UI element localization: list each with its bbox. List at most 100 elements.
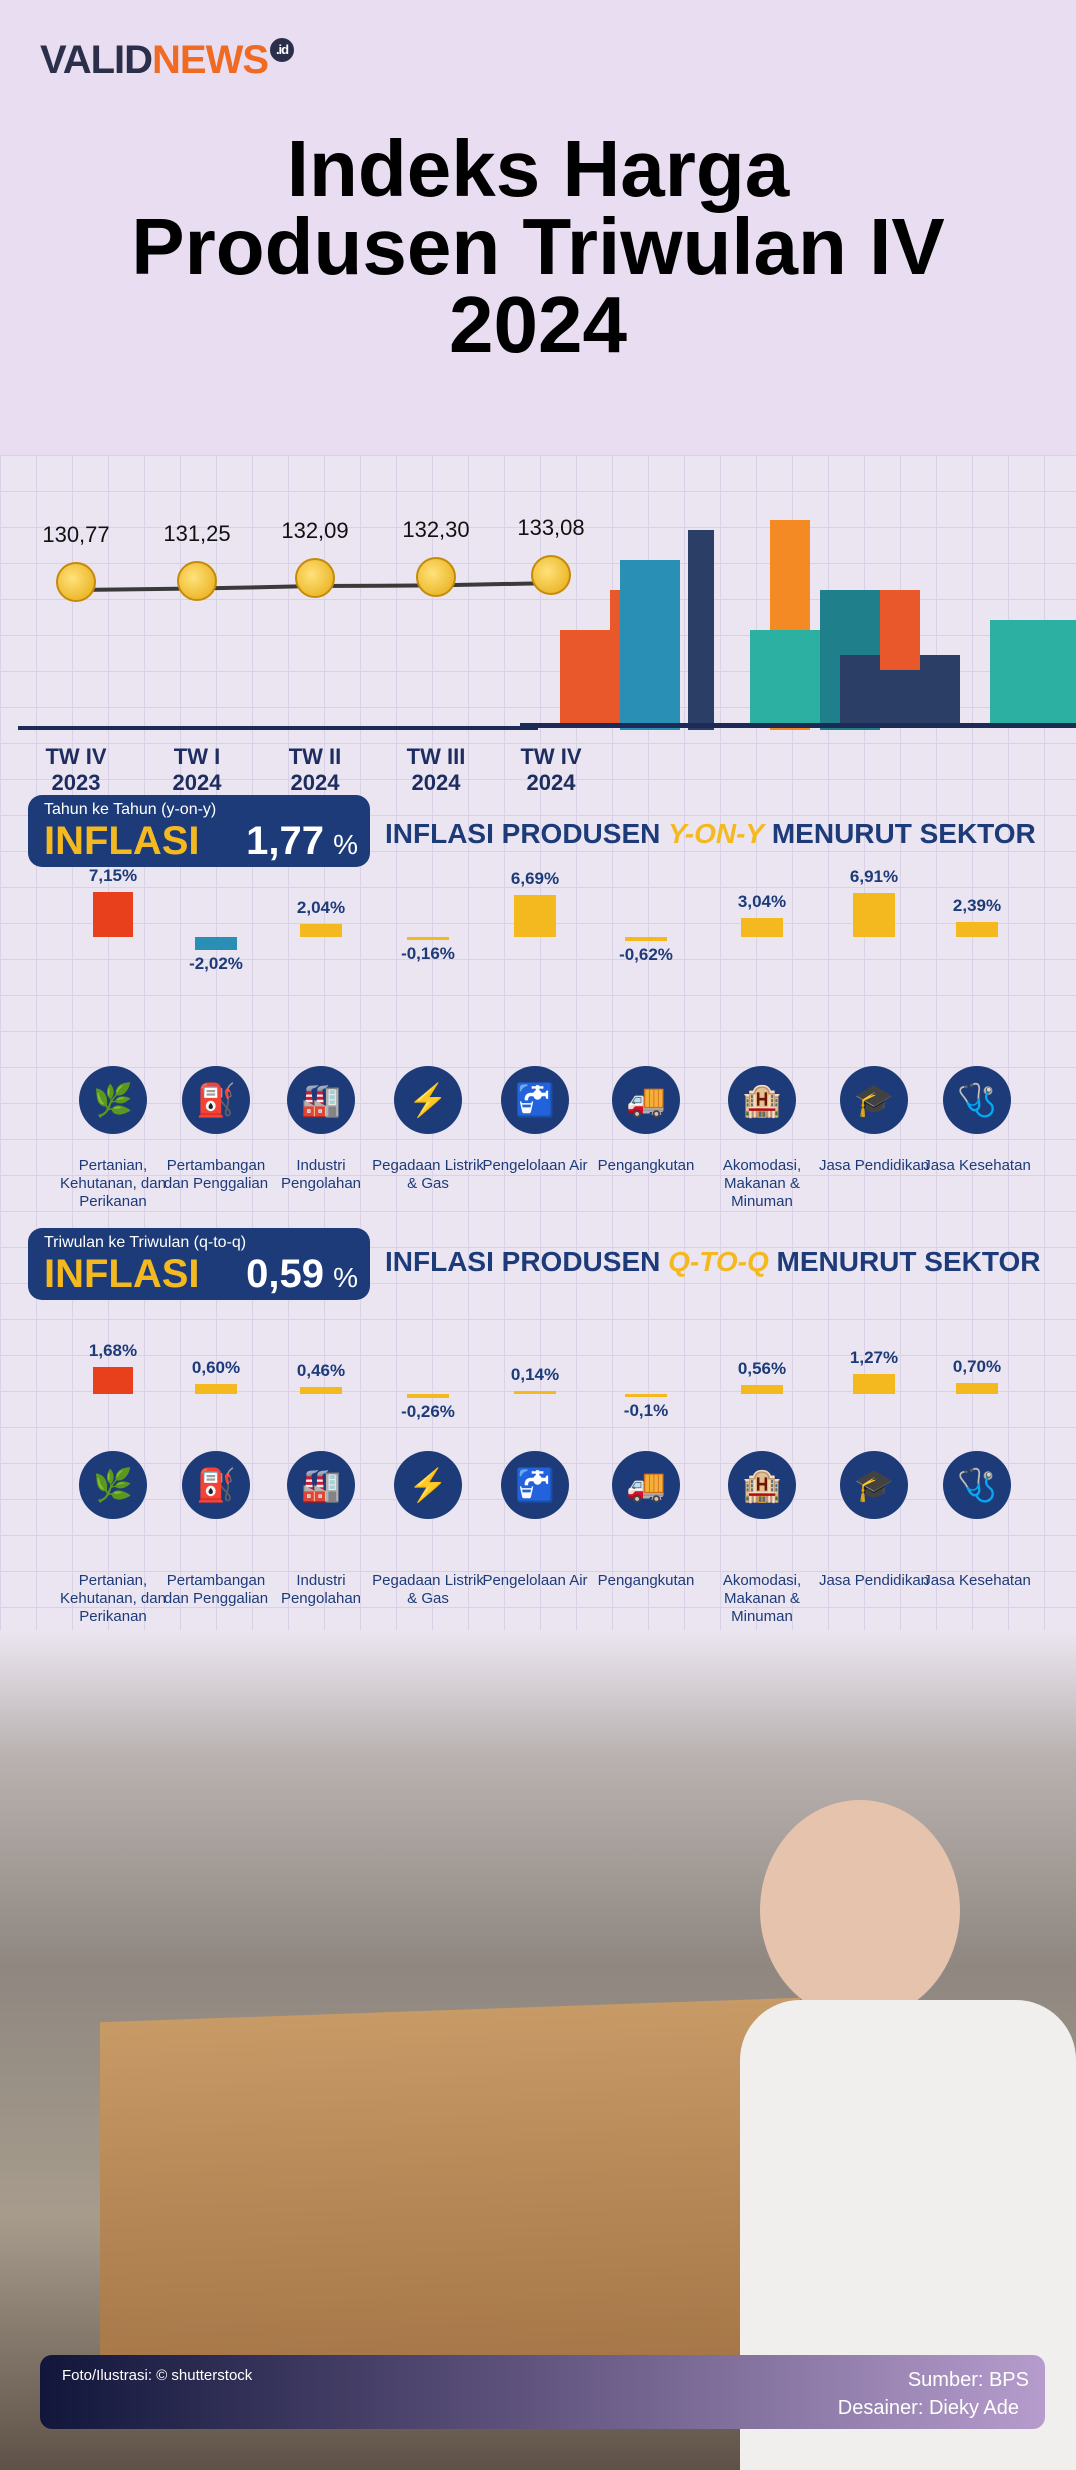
sector-bar [514, 1391, 556, 1394]
bar-label: 6,91% [849, 867, 899, 887]
period-quarter: TW III [406, 744, 466, 769]
sector-icon: ⚡ [394, 1066, 462, 1134]
heading-part: INFLASI PRODUSEN [385, 1246, 669, 1277]
sector-icon: 🩺 [943, 1066, 1011, 1134]
bar-label: 6,69% [510, 868, 560, 888]
period-quarter: TW IV [520, 744, 582, 769]
sector-bar [956, 1382, 998, 1394]
timeline-period: TW IV 2023 [16, 744, 136, 796]
coin-icon [416, 557, 456, 598]
sector-bar [741, 1385, 783, 1394]
bar-label: -0,26% [401, 1402, 455, 1422]
period-year: 2023 [51, 770, 101, 795]
sector-label: Jasa Kesehatan [923, 1157, 1031, 1174]
sector-label: Jasa Kesehatan [923, 1572, 1031, 1589]
qtq-value: 0,59 [246, 1252, 324, 1296]
bar-label: 1,68% [88, 1341, 138, 1361]
bar-label: 7,15% [88, 865, 138, 885]
heading-part: Y-ON-Y [668, 818, 765, 849]
sector-bar [407, 1394, 449, 1399]
period-year: 2024 [172, 770, 222, 795]
sector-bar [407, 937, 449, 940]
sector-icon: 🏭 [287, 1066, 355, 1134]
designer-credit: Desainer: Dieky Ade [837, 2397, 1019, 2419]
yoy-pct: % [333, 829, 358, 860]
bar-label: 3,04% [737, 891, 787, 911]
coin-icon [531, 555, 571, 596]
heading-part: Q-TO-Q [668, 1246, 769, 1277]
sector-label: Jasa Pendidikan [818, 1572, 930, 1589]
yoy-summary-box: Tahun ke Tahun (y-on-y) INFLASI 1,77 % [28, 795, 370, 867]
timeline-period: TW IV 2024 [491, 744, 611, 796]
qtq-pct: % [333, 1262, 358, 1293]
sector-icon: 🚰 [501, 1451, 569, 1519]
timeline-value: 132,09 [281, 518, 349, 544]
logo-part: NEWS [152, 38, 269, 82]
source-credit: Sumber: BPS [907, 2369, 1029, 2391]
bar-label: 0,70% [952, 1356, 1002, 1376]
sector-label: Pengelolaan Air [482, 1572, 588, 1589]
sector-label: Akomodasi, Makanan & Minuman [722, 1157, 802, 1210]
title-line: Produsen Triwulan IV [131, 202, 945, 291]
yoy-label: INFLASI [44, 819, 200, 863]
logo-part: VALID [40, 38, 153, 82]
sector-icon: 🚰 [501, 1066, 569, 1134]
period-quarter: TW II [288, 744, 342, 769]
period-quarter: TW IV [45, 744, 107, 769]
sector-label: Industri Pengolahan [280, 1157, 362, 1192]
period-quarter: TW I [173, 744, 221, 769]
sector-icon: ⛽ [182, 1066, 250, 1134]
sector-bar [93, 891, 133, 937]
heading-part: INFLASI PRODUSEN [385, 818, 669, 849]
title-line: 2024 [449, 280, 627, 369]
qtq-summary-box: Triwulan ke Triwulan (q-to-q) INFLASI 0,… [28, 1228, 370, 1300]
bar-label: -2,02% [189, 953, 243, 973]
sector-bar [625, 1394, 667, 1397]
period-year: 2024 [526, 770, 576, 795]
timeline-value: 132,30 [402, 517, 470, 543]
bar-label: -0,16% [401, 944, 455, 963]
cardboard-box [100, 1997, 800, 2403]
qtq-label: INFLASI [44, 1252, 200, 1296]
footer-credits: Foto/Ilustrasi: © shutterstock Sumber: B… [40, 2355, 1045, 2429]
bar-label: 0,14% [510, 1365, 560, 1384]
bar-label: 2,04% [296, 898, 346, 918]
sector-bar [300, 1386, 342, 1394]
sector-label: Pengelolaan Air [482, 1157, 588, 1174]
timeline-period: TW III 2024 [376, 744, 496, 796]
sector-label: Jasa Pendidikan [818, 1157, 930, 1174]
sector-bar [853, 893, 895, 937]
page-title: Indeks Harga Produsen Triwulan IV 2024 [0, 129, 1076, 369]
timeline-baseline [18, 726, 538, 730]
bar-label: -0,1% [623, 1401, 669, 1420]
bar-label: 2,39% [952, 895, 1002, 915]
sector-bar [853, 1373, 895, 1394]
sector-label: Pertambangan dan Penggalian [163, 1157, 269, 1192]
yoy-subtitle: Tahun ke Tahun (y-on-y) [44, 801, 217, 818]
sector-label: Pertanian, Kehutanan, dan Perikanan [60, 1572, 166, 1625]
yoy-heading: INFLASI PRODUSEN Y-ON-Y MENURUT SEKTOR [385, 818, 1036, 850]
sector-icon: 🚚 [612, 1066, 680, 1134]
bar-label: 0,46% [296, 1360, 346, 1380]
logo-suffix: .id [270, 38, 295, 62]
sector-label: Pengangkutan [597, 1572, 695, 1589]
sector-label: Industri Pengolahan [280, 1572, 362, 1607]
sector-icon: 🏨 [728, 1066, 796, 1134]
sector-label: Pegadaan Listrik & Gas [372, 1572, 484, 1607]
sector-icon: 🌿 [79, 1451, 147, 1519]
factory-workers-photo [0, 1630, 1076, 2470]
brand-logo: VALIDNEWS .id [40, 38, 295, 83]
sector-bar [93, 1367, 133, 1394]
timeline-period: TW I 2024 [137, 744, 257, 796]
period-year: 2024 [290, 770, 340, 795]
sector-icon: 🏭 [287, 1451, 355, 1519]
sector-bar [300, 924, 342, 937]
period-year: 2024 [411, 770, 461, 795]
sector-icon: ⚡ [394, 1451, 462, 1519]
sector-icon: 🎓 [840, 1451, 908, 1519]
worker-face [760, 1800, 960, 2020]
bar-label: 1,27% [849, 1347, 899, 1367]
sector-bar [956, 921, 998, 937]
sector-icon: 🏨 [728, 1451, 796, 1519]
coin-icon [177, 560, 217, 601]
